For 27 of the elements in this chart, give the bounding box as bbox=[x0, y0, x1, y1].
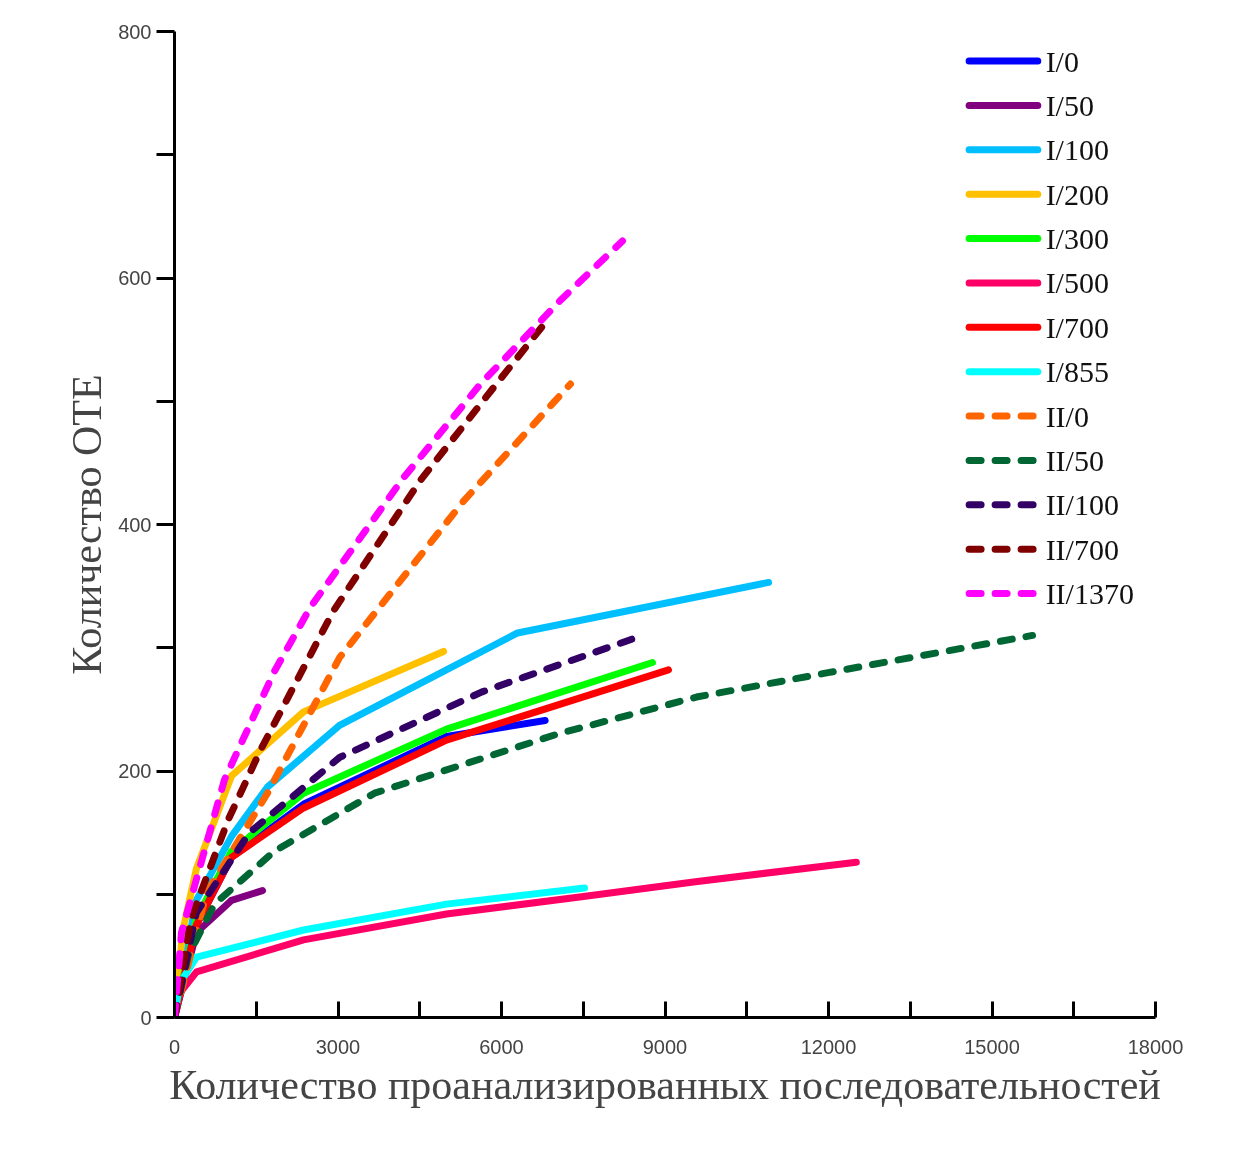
legend-label: I/300 bbox=[1045, 222, 1109, 256]
legend-label: I/50 bbox=[1045, 88, 1094, 122]
x-tick-label: 18000 bbox=[1127, 1035, 1184, 1058]
x-tick-label: 6000 bbox=[479, 1035, 524, 1058]
legend-label: I/100 bbox=[1045, 133, 1109, 167]
legend-label: II/0 bbox=[1045, 399, 1089, 433]
legend-label: I/0 bbox=[1045, 44, 1079, 78]
legend-label: I/855 bbox=[1045, 355, 1109, 389]
x-tick-label: 12000 bbox=[800, 1035, 857, 1058]
legend-label: I/700 bbox=[1045, 310, 1109, 344]
legend-label: I/200 bbox=[1045, 177, 1109, 211]
y-tick-label: 0 bbox=[140, 1006, 152, 1029]
legend-label: II/1370 bbox=[1045, 577, 1134, 611]
legend-label: I/500 bbox=[1045, 266, 1109, 300]
y-axis-title: Количество ОТЕ bbox=[64, 374, 111, 675]
x-tick-label: 15000 bbox=[964, 1035, 1020, 1058]
y-tick-label: 800 bbox=[118, 20, 152, 43]
legend-label: II/700 bbox=[1045, 532, 1119, 566]
legend-label: II/100 bbox=[1045, 488, 1119, 522]
x-tick-label: 9000 bbox=[642, 1035, 688, 1058]
x-tick-label: 3000 bbox=[315, 1035, 361, 1058]
y-tick-label: 200 bbox=[118, 760, 152, 782]
x-axis-title: Количество проанализированных последовательностей bbox=[169, 1061, 1161, 1108]
legend-label: II/50 bbox=[1045, 443, 1104, 477]
y-tick-label: 400 bbox=[118, 513, 152, 536]
x-tick-label: 0 bbox=[168, 1035, 181, 1058]
y-tick-label: 600 bbox=[118, 267, 152, 289]
